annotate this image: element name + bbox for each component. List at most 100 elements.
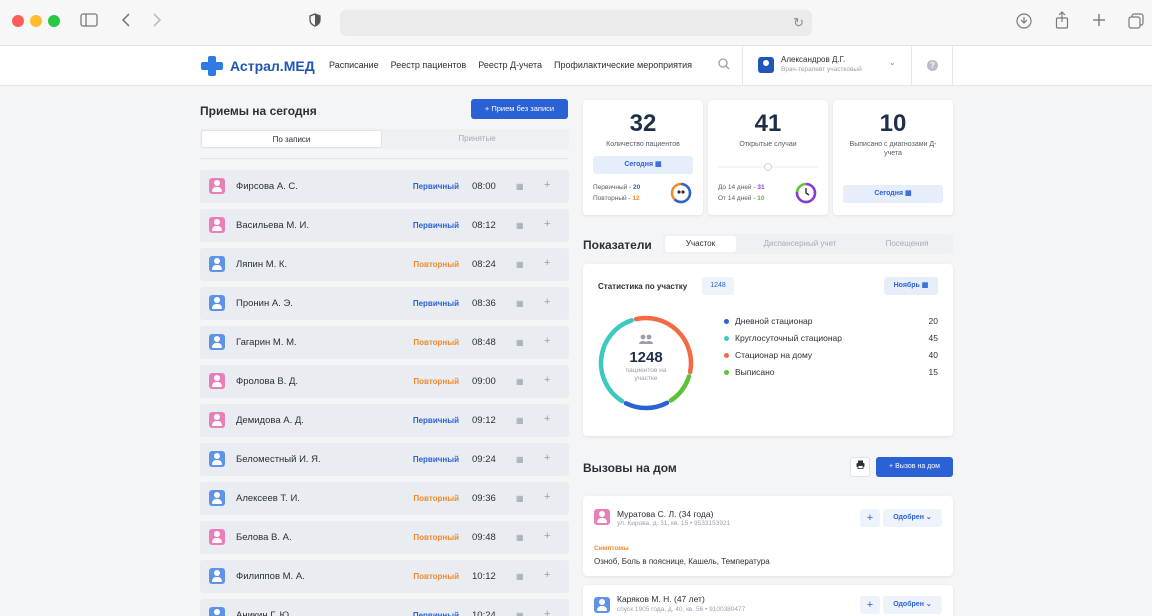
tab-dispensary[interactable]: Диспансерный учет — [763, 239, 837, 248]
plus-icon[interactable]: + — [544, 530, 551, 542]
symptoms-label: Симптомы — [594, 545, 629, 552]
appointment-row[interactable]: Гагарин М. М. Повторный 08:48 ▦ + — [200, 326, 569, 359]
tab-scheduled[interactable]: По записи — [201, 130, 382, 148]
plus-icon[interactable]: + — [544, 218, 551, 230]
patient-name: Алексеев Т. И. — [236, 493, 300, 504]
patient-avatar-icon — [594, 509, 610, 525]
download-icon[interactable] — [1016, 13, 1032, 34]
close-window-button[interactable] — [12, 15, 24, 27]
appointment-row[interactable]: Фирсова А. С. Первичный 08:00 ▦ + — [200, 170, 569, 203]
plus-icon[interactable]: + — [544, 374, 551, 386]
add-home-call-button[interactable]: + Вызов на дом — [876, 457, 953, 477]
search-icon[interactable] — [718, 58, 730, 73]
plus-icon[interactable]: + — [544, 569, 551, 581]
call-add-button[interactable]: + — [860, 596, 880, 614]
patient-avatar-icon — [209, 412, 225, 428]
print-button[interactable] — [850, 457, 870, 477]
plus-icon[interactable]: + — [544, 296, 551, 308]
back-icon[interactable] — [121, 13, 131, 32]
nav-patient-registry[interactable]: Реестр пациентов — [390, 60, 467, 70]
donut-segment — [633, 315, 694, 375]
zoom-window-button[interactable] — [48, 15, 60, 27]
appointment-row[interactable]: Беломестный И. Я. Первичный 09:24 ▦ + — [200, 443, 569, 476]
appointment-row[interactable]: Демидова А. Д. Первичный 09:12 ▦ + — [200, 404, 569, 437]
appointment-row[interactable]: Филиппов М. А. Повторный 10:12 ▦ + — [200, 560, 569, 593]
calendar-icon[interactable]: ▦ — [516, 221, 524, 230]
user-menu[interactable]: Александров Д.Г. Врач-терапевт участковы… — [758, 55, 896, 75]
month-select-button[interactable]: Ноябрь ▦ — [884, 277, 938, 295]
calendar-icon[interactable]: ▦ — [516, 299, 524, 308]
appointment-row[interactable]: Фролова В. Д. Повторный 09:00 ▦ + — [200, 365, 569, 398]
printer-icon — [856, 460, 864, 469]
minimize-window-button[interactable] — [30, 15, 42, 27]
nav-d-registry[interactable]: Реестр Д-учета — [478, 60, 542, 70]
call-address: спуск 1905 года, д. 40, кв. 56 • 9100380… — [617, 606, 746, 613]
share-icon[interactable] — [1055, 11, 1069, 34]
call-status-dropdown[interactable]: Одобрен ⌄ — [883, 509, 942, 527]
calendar-icon[interactable]: ▦ — [516, 572, 524, 581]
nav-preventive[interactable]: Профилактические мероприятия — [553, 60, 693, 70]
plus-icon[interactable]: + — [544, 608, 551, 616]
appointment-row[interactable]: Пронин А. Э. Первичный 08:36 ▦ + — [200, 287, 569, 320]
plus-icon[interactable]: + — [544, 452, 551, 464]
walk-in-appointment-button[interactable]: + Прием без записи — [471, 99, 568, 119]
discharged-today-button[interactable]: Сегодня ▦ — [843, 185, 943, 203]
patient-name: Ляпин М. К. — [236, 259, 288, 270]
app-logo[interactable]: Астрал.МЕД — [201, 56, 315, 76]
tab-visits[interactable]: Посещения — [885, 239, 929, 248]
calendar-icon[interactable]: ▦ — [516, 611, 524, 616]
shield-icon[interactable] — [309, 13, 321, 32]
calendar-icon[interactable]: ▦ — [516, 182, 524, 191]
reload-icon[interactable]: ↻ — [793, 15, 804, 30]
patients-today-button[interactable]: Сегодня ▦ — [593, 156, 693, 174]
address-bar[interactable]: ↻ — [340, 10, 812, 36]
calendar-icon[interactable]: ▦ — [516, 416, 524, 425]
patient-avatar-icon — [209, 295, 225, 311]
appointment-row[interactable]: Алексеев Т. И. Повторный 09:36 ▦ + — [200, 482, 569, 515]
tab-accepted[interactable]: Принятые — [458, 134, 496, 143]
plus-icon[interactable]: + — [544, 335, 551, 347]
plus-icon[interactable]: + — [544, 257, 551, 269]
plus-icon[interactable]: + — [544, 413, 551, 425]
appointment-row[interactable]: Ляпин М. К. Повторный 08:24 ▦ + — [200, 248, 569, 281]
tabs-icon[interactable] — [1128, 13, 1144, 34]
appointment-row[interactable]: Белова В. А. Повторный 09:48 ▦ + — [200, 521, 569, 554]
user-role: Врач-терапевт участковый — [781, 66, 862, 73]
help-icon[interactable]: ? — [927, 60, 938, 71]
call-status-dropdown[interactable]: Одобрен ⌄ — [883, 596, 942, 614]
tab-district[interactable]: Участок — [665, 236, 736, 252]
plus-icon[interactable]: + — [544, 491, 551, 503]
browser-toolbar: ↻ — [0, 0, 1152, 46]
home-call-item[interactable]: Каряков М. Н. (47 лет) спуск 1905 года, … — [583, 585, 953, 616]
symptoms-text: Озноб, Боль в пояснице, Кашель, Температ… — [594, 557, 770, 566]
appointment-row[interactable]: Васильева М. И. Первичный 08:12 ▦ + — [200, 209, 569, 242]
forward-icon[interactable] — [152, 13, 162, 32]
call-add-button[interactable]: + — [860, 509, 880, 527]
call-status: Одобрен — [893, 601, 924, 608]
donut-segment — [598, 318, 634, 404]
appointment-time: 09:12 — [472, 415, 496, 426]
month-label: Ноябрь — [893, 282, 920, 289]
calendar-icon[interactable]: ▦ — [516, 533, 524, 542]
header-divider — [952, 46, 953, 86]
chevron-down-icon[interactable]: ⌄ — [889, 58, 896, 67]
sidebar-icon[interactable] — [80, 13, 98, 32]
new-tab-icon[interactable] — [1092, 13, 1106, 32]
appointments-tabs: По записи Принятые — [200, 129, 569, 149]
plus-icon[interactable]: + — [544, 179, 551, 191]
calendar-icon[interactable]: ▦ — [516, 260, 524, 269]
nav-schedule[interactable]: Расписание — [329, 60, 379, 70]
home-call-item[interactable]: Муратова С. Л. (34 года) ул. Кирова, д. … — [583, 496, 953, 576]
calendar-icon[interactable]: ▦ — [516, 494, 524, 503]
appointment-time: 10:24 — [472, 610, 496, 616]
district-stats-title: Статистика по участку — [598, 282, 688, 291]
cases-breakdown: До 14 дней - 31 От 14 дней - 10 — [718, 182, 765, 204]
appointment-time: 08:00 — [472, 181, 496, 192]
appointment-row[interactable]: Аникин Г. Ю. Первичный 10:24 ▦ + — [200, 599, 569, 616]
main-nav: Расписание Реестр пациентов Реестр Д-уче… — [329, 60, 692, 70]
open-cases-label: Открытые случаи — [739, 141, 797, 148]
open-cases-count: 41 — [754, 110, 782, 137]
calendar-icon[interactable]: ▦ — [516, 377, 524, 386]
calendar-icon[interactable]: ▦ — [516, 455, 524, 464]
calendar-icon[interactable]: ▦ — [516, 338, 524, 347]
